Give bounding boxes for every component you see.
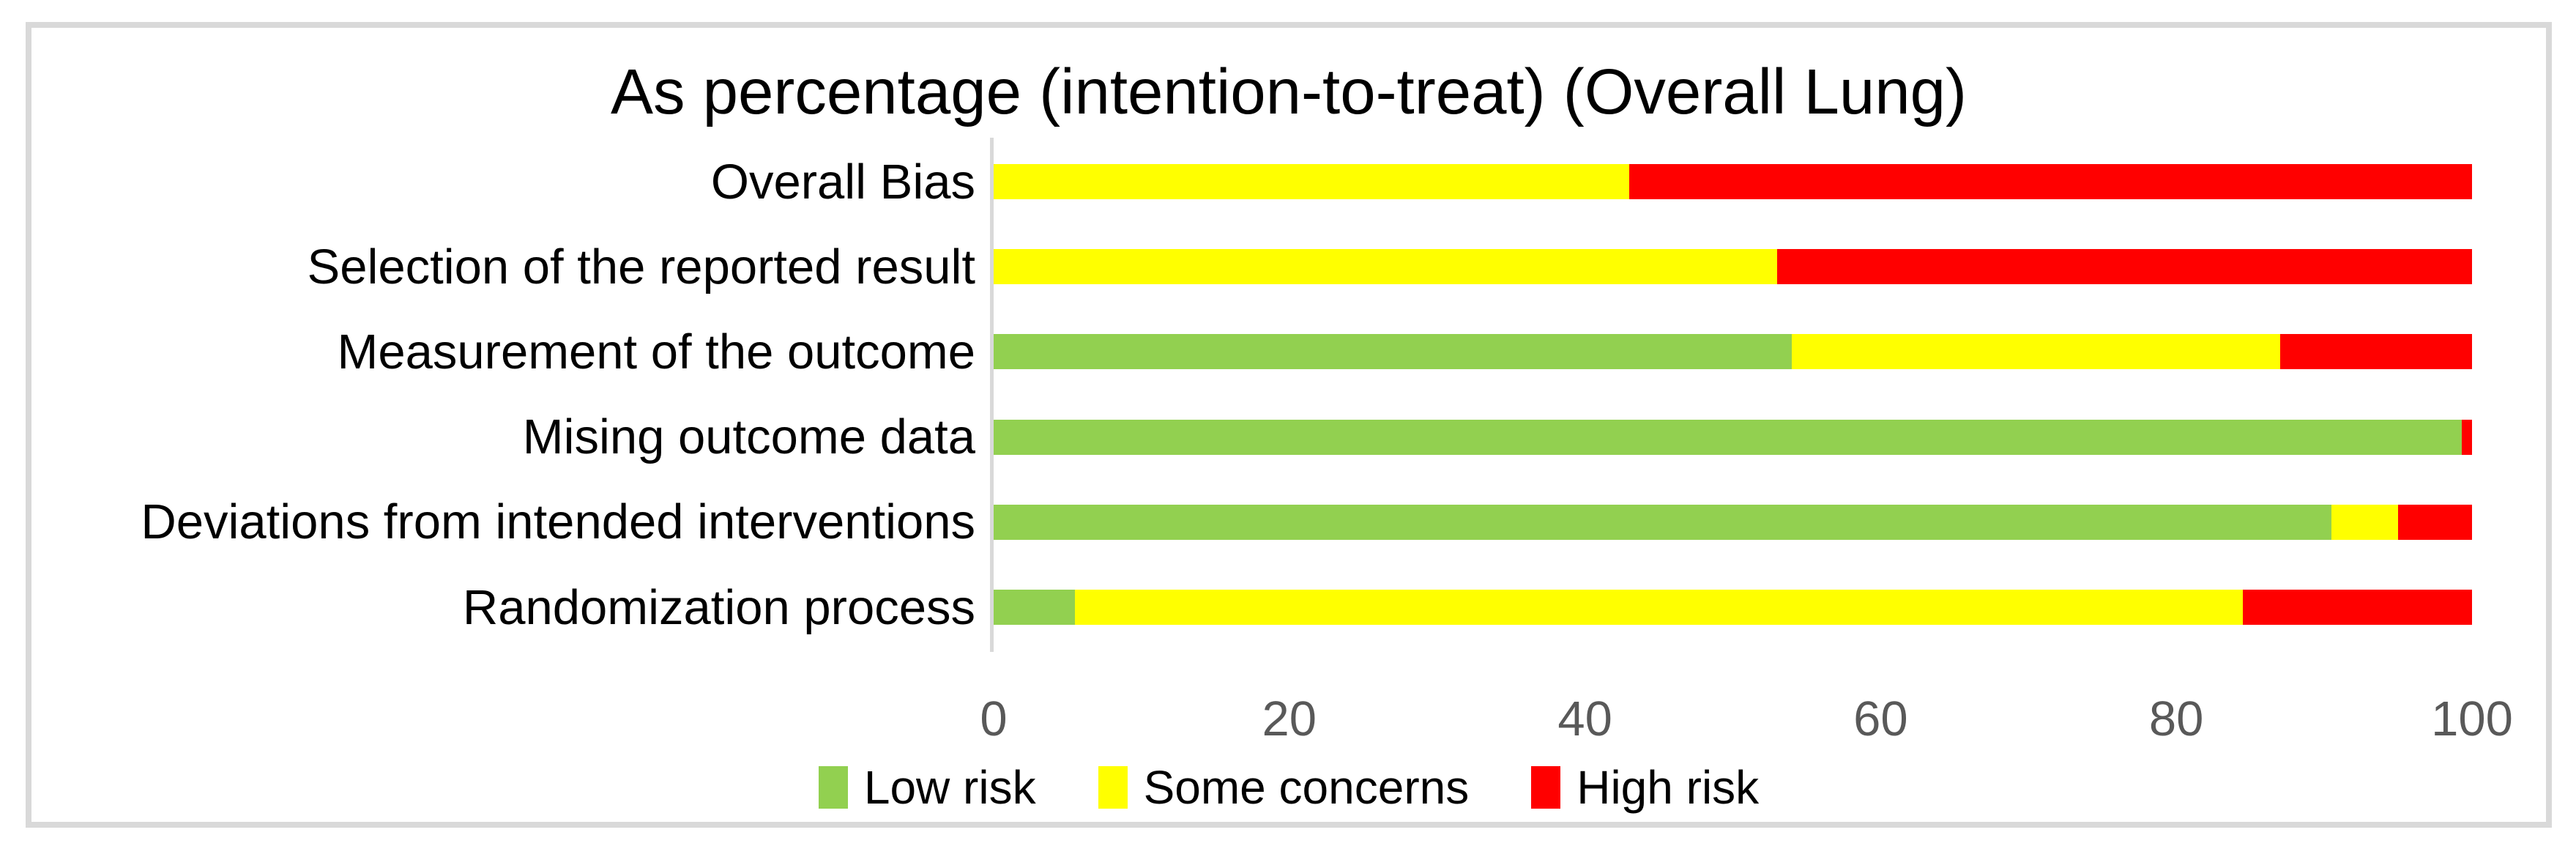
x-tick-100: 100: [2431, 691, 2513, 746]
x-tick-0: 0: [980, 691, 1008, 746]
bar-segment-low-risk: [994, 590, 1076, 625]
bar-segment-some-concerns: [2331, 504, 2399, 540]
bar-row-selection-of-the-reported-result: [994, 249, 2472, 285]
legend-item-high-risk: High risk: [1531, 760, 1759, 815]
bar-segment-high-risk: [2461, 419, 2472, 455]
category-label-randomization-process: Randomization process: [462, 579, 975, 635]
plot-area: [990, 138, 2472, 652]
x-tick-60: 60: [1853, 691, 1908, 746]
bar-segment-some-concerns: [1075, 590, 2244, 625]
category-label-mising-outcome-data: Mising outcome data: [522, 409, 975, 465]
bar-segment-low-risk: [994, 504, 2332, 540]
legend: Low risk Some concerns High risk: [31, 760, 2546, 815]
bar-segment-low-risk: [994, 419, 2462, 455]
legend-label-some-concerns: Some concerns: [1143, 761, 1470, 814]
x-tick-20: 20: [1262, 691, 1317, 746]
legend-item-low-risk: Low risk: [818, 760, 1036, 815]
legend-label-high-risk: High risk: [1577, 761, 1760, 814]
category-label-selection-of-the-reported-result: Selection of the reported result: [307, 239, 975, 294]
legend-item-some-concerns: Some concerns: [1098, 760, 1470, 815]
bar-segment-high-risk: [2398, 504, 2472, 540]
bar-row-deviations-from-intended-interventions: [994, 504, 2472, 540]
x-tick-40: 40: [1557, 691, 1612, 746]
bar-segment-low-risk: [994, 334, 1793, 370]
legend-label-low-risk: Low risk: [863, 761, 1036, 814]
legend-swatch-some-concerns-icon: [1098, 766, 1128, 809]
bar-segment-high-risk: [2243, 590, 2472, 625]
chart-title: As percentage (intention-to-treat) (Over…: [610, 56, 1968, 127]
bar-segment-high-risk: [2279, 334, 2472, 370]
bar-row-randomization-process: [994, 590, 2472, 625]
bar-segment-high-risk: [1777, 249, 2472, 285]
bar-segment-some-concerns: [994, 164, 1630, 199]
bar-segment-some-concerns: [994, 249, 1778, 285]
bar-segment-some-concerns: [1792, 334, 2280, 370]
x-axis-tick-labels: 0 20 40 60 80 100: [31, 691, 2546, 749]
legend-swatch-low-risk-icon: [818, 766, 848, 809]
category-label-overall-bias: Overall Bias: [710, 154, 975, 209]
category-label-deviations-from-intended-interventions: Deviations from intended interventions: [141, 494, 975, 550]
legend-swatch-high-risk-icon: [1531, 766, 1561, 809]
x-tick-80: 80: [2148, 691, 2204, 746]
bar-row-mising-outcome-data: [994, 419, 2472, 455]
category-label-measurement-of-the-outcome: Measurement of the outcome: [337, 324, 975, 379]
bar-segment-high-risk: [1629, 164, 2472, 199]
category-axis-labels: Overall Bias Selection of the reported re…: [31, 138, 975, 652]
chart-frame: As percentage (intention-to-treat) (Over…: [26, 22, 2552, 828]
bar-row-overall-bias: [994, 164, 2472, 199]
bar-row-measurement-of-the-outcome: [994, 334, 2472, 370]
